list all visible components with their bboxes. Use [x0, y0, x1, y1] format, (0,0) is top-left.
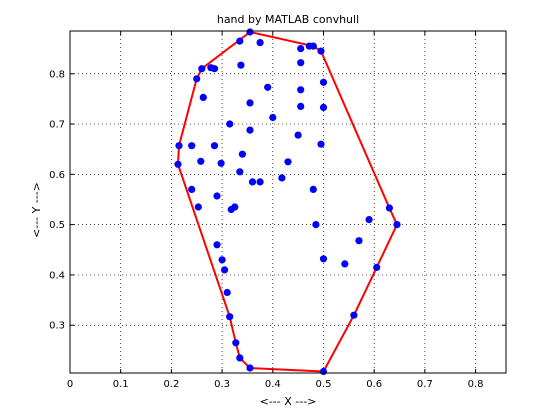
- y-tick-label: 0.4: [49, 270, 65, 281]
- data-point: [246, 28, 254, 36]
- data-point: [223, 288, 231, 297]
- data-point: [236, 354, 244, 362]
- data-point: [297, 59, 305, 67]
- x-tick-label: 0.3: [214, 379, 230, 390]
- data-point: [238, 150, 246, 158]
- y-tick-label: 0.3: [49, 321, 65, 332]
- data-point: [284, 158, 292, 166]
- data-point: [236, 37, 244, 45]
- y-axis-label: <--- Y --->: [30, 182, 43, 238]
- data-point: [248, 178, 257, 186]
- axes-box: [69, 30, 507, 374]
- data-point: [227, 205, 235, 214]
- data-point: [256, 39, 264, 47]
- data-point: [246, 126, 254, 134]
- data-point: [309, 42, 317, 50]
- x-axis-label: <--- X --->: [260, 395, 317, 408]
- x-tick-label: 0.7: [417, 379, 433, 390]
- data-point: [312, 221, 320, 229]
- data-point: [226, 313, 234, 321]
- data-point: [198, 65, 206, 73]
- x-tick-label: 0.4: [265, 379, 281, 390]
- data-point: [188, 185, 196, 193]
- data-point: [373, 263, 381, 271]
- x-tick-label: 0.2: [163, 379, 179, 390]
- data-point: [199, 93, 207, 101]
- x-tick-label: 0.5: [316, 379, 332, 390]
- data-point: [341, 260, 349, 268]
- data-point: [246, 364, 254, 372]
- data-point: [297, 102, 305, 110]
- data-point: [319, 103, 328, 111]
- data-point: [269, 113, 277, 122]
- data-point: [236, 168, 244, 176]
- data-point: [319, 78, 328, 86]
- x-tick-label: 0: [67, 379, 73, 390]
- x-tick-label: 0.1: [113, 379, 129, 390]
- grid: [70, 31, 506, 373]
- data-point: [385, 204, 393, 212]
- data-point: [213, 241, 221, 249]
- data-point: [355, 237, 363, 245]
- chart-title: hand by MATLAB convhull: [217, 13, 359, 26]
- data-point: [188, 142, 196, 150]
- data-point: [232, 339, 240, 347]
- data-point: [309, 185, 317, 193]
- data-point: [174, 160, 182, 168]
- y-tick-label: 0.7: [49, 120, 65, 131]
- data-point: [226, 120, 234, 128]
- axis-ticks: 0 0.1 0.2 0.3 0.4 0.5 0.6 0.7 0.8 0.3 0.4 0.5 0.6 0.7…: [49, 31, 506, 390]
- data-point: [393, 221, 401, 229]
- data-point: [246, 99, 254, 107]
- x-tick-label: 0.8: [468, 379, 484, 390]
- data-point: [365, 216, 373, 224]
- data-point: [297, 86, 305, 94]
- data-point: [237, 61, 245, 69]
- y-tick-label: 0.8: [49, 69, 65, 80]
- data-point: [256, 178, 264, 186]
- data-point: [194, 203, 202, 211]
- data-point: [218, 256, 226, 264]
- data-point: [217, 159, 225, 167]
- data-point: [210, 142, 219, 150]
- data-point: [297, 45, 305, 53]
- data-point: [197, 157, 205, 165]
- data-point: [264, 83, 272, 91]
- y-tick-label: 0.5: [49, 220, 65, 231]
- data-point: [175, 142, 183, 150]
- data-point: [294, 131, 302, 139]
- data-point: [213, 192, 221, 200]
- x-tick-label: 0.6: [366, 379, 382, 390]
- data-point: [317, 140, 325, 148]
- data-point: [193, 75, 201, 83]
- data-point: [210, 65, 219, 73]
- data-point: [319, 255, 328, 263]
- data-point: [350, 311, 358, 319]
- y-tick-label: 0.6: [49, 170, 65, 181]
- data-points: [174, 28, 401, 376]
- data-point: [317, 47, 325, 55]
- data-point: [278, 174, 286, 182]
- data-point: [221, 266, 229, 274]
